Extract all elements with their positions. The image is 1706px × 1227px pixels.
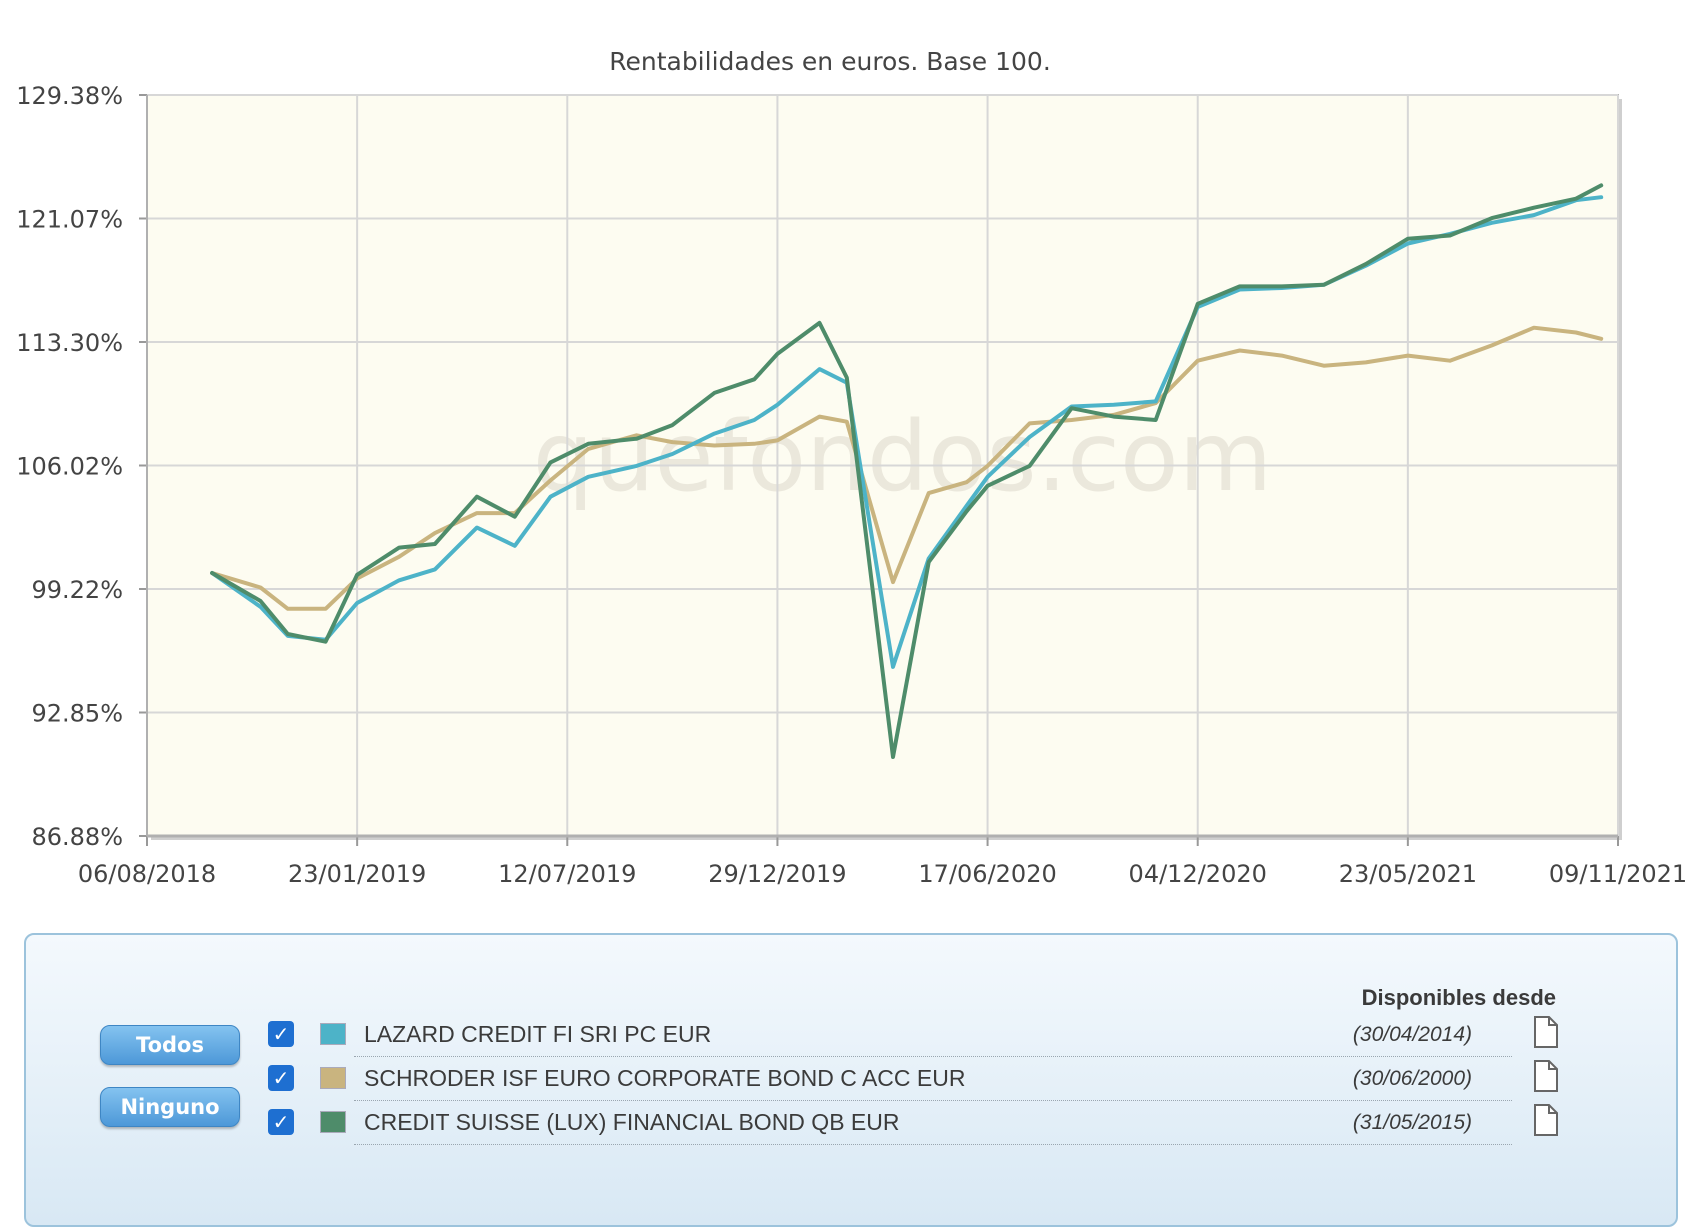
series-date: (31/05/2015)	[1352, 1111, 1472, 1134]
y-tick-label: 86.88%	[31, 823, 123, 851]
series-name[interactable]: SCHRODER ISF EURO CORPORATE BOND C ACC E…	[364, 1065, 966, 1091]
x-tick-label: 29/12/2019	[708, 860, 846, 888]
y-tick-label: 92.85%	[31, 700, 123, 728]
x-tick-label: 23/05/2021	[1339, 860, 1477, 888]
y-tick-label: 113.30%	[16, 329, 123, 357]
x-tick-label: 09/11/2021	[1549, 860, 1687, 888]
available-since-header: Disponibles desde	[1361, 985, 1556, 1010]
document-icon[interactable]	[1532, 1103, 1560, 1137]
x-tick-label: 17/06/2020	[918, 860, 1056, 888]
chart-title: Rentabilidades en euros. Base 100.	[609, 47, 1051, 76]
x-tick-label: 04/12/2020	[1129, 860, 1267, 888]
series-checkbox[interactable]: ✓	[268, 1065, 294, 1091]
series-date: (30/04/2014)	[1352, 1023, 1472, 1046]
series-name[interactable]: LAZARD CREDIT FI SRI PC EUR	[364, 1021, 712, 1047]
series-line-2	[210, 183, 1604, 759]
series-checkbox[interactable]: ✓	[268, 1109, 294, 1135]
ninguno-button[interactable]: Ninguno	[100, 1087, 240, 1127]
performance-chart: Rentabilidades en euros. Base 100. quefo…	[16, 47, 1687, 888]
legend-row-credit-suisse: ✓ CREDIT SUISSE (LUX) FINANCIAL BOND QB …	[268, 1101, 1608, 1145]
document-icon[interactable]	[1532, 1015, 1560, 1049]
x-tick-label: 23/01/2019	[288, 860, 426, 888]
watermark: quefondos.com	[533, 401, 1272, 513]
series-checkbox[interactable]: ✓	[268, 1021, 294, 1047]
y-tick-label: 121.07%	[16, 206, 123, 234]
y-tick-label: 99.22%	[31, 576, 123, 604]
x-tick-label: 12/07/2019	[498, 860, 636, 888]
series-name[interactable]: CREDIT SUISSE (LUX) FINANCIAL BOND QB EU…	[364, 1109, 900, 1135]
y-tick-label: 106.02%	[16, 453, 123, 481]
row-divider	[354, 1100, 1512, 1101]
legend-row-lazard: ✓ LAZARD CREDIT FI SRI PC EUR (30/04/201…	[268, 1013, 1608, 1057]
row-divider	[354, 1144, 1512, 1145]
series-swatch	[320, 1111, 346, 1133]
series-swatch	[320, 1067, 346, 1089]
y-tick-label: 129.38%	[16, 82, 123, 110]
todos-button[interactable]: Todos	[100, 1025, 240, 1065]
series-swatch	[320, 1023, 346, 1045]
series-line-1	[210, 325, 1604, 611]
x-tick-label: 06/08/2018	[78, 860, 216, 888]
document-icon[interactable]	[1532, 1059, 1560, 1093]
row-divider	[354, 1056, 1512, 1057]
legend-row-schroder: ✓ SCHRODER ISF EURO CORPORATE BOND C ACC…	[268, 1057, 1608, 1101]
legend-panel: Todos Ninguno Disponibles desde ✓ LAZARD…	[24, 933, 1678, 1227]
series-date: (30/06/2000)	[1352, 1067, 1472, 1090]
